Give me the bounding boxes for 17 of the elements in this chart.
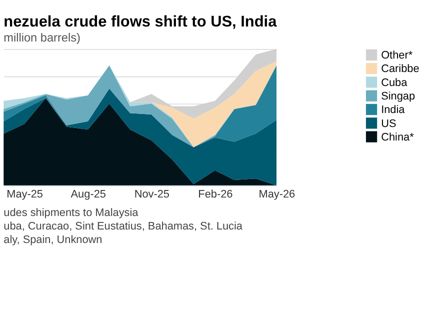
legend-label: India	[381, 104, 406, 116]
legend-label: Singap	[381, 90, 416, 102]
chart-subtitle: million barrels)	[4, 30, 81, 45]
legend-label: Other*	[381, 50, 414, 62]
chart-title: nezuela crude flows shift to US, India	[4, 13, 278, 30]
legend-label: Cuba	[381, 76, 408, 89]
text: uba, Curacao, Sint Eustatius, Bahamas, St. Lucia	[4, 220, 244, 233]
text: udes shipments to Malaysia	[4, 206, 140, 219]
x-tick-label: Nov-25	[134, 188, 170, 201]
legend-label: US	[381, 118, 396, 130]
x-tick-label: Feb-26	[198, 188, 233, 201]
text: aly, Spain, Unknown	[4, 234, 102, 246]
legend-label: Caribbe	[381, 63, 420, 76]
x-tick-label: May-25	[6, 188, 44, 201]
x-tick-label: Aug-25	[70, 188, 106, 201]
x-tick-label: May-26	[258, 188, 296, 201]
legend-label: China*	[381, 131, 415, 144]
